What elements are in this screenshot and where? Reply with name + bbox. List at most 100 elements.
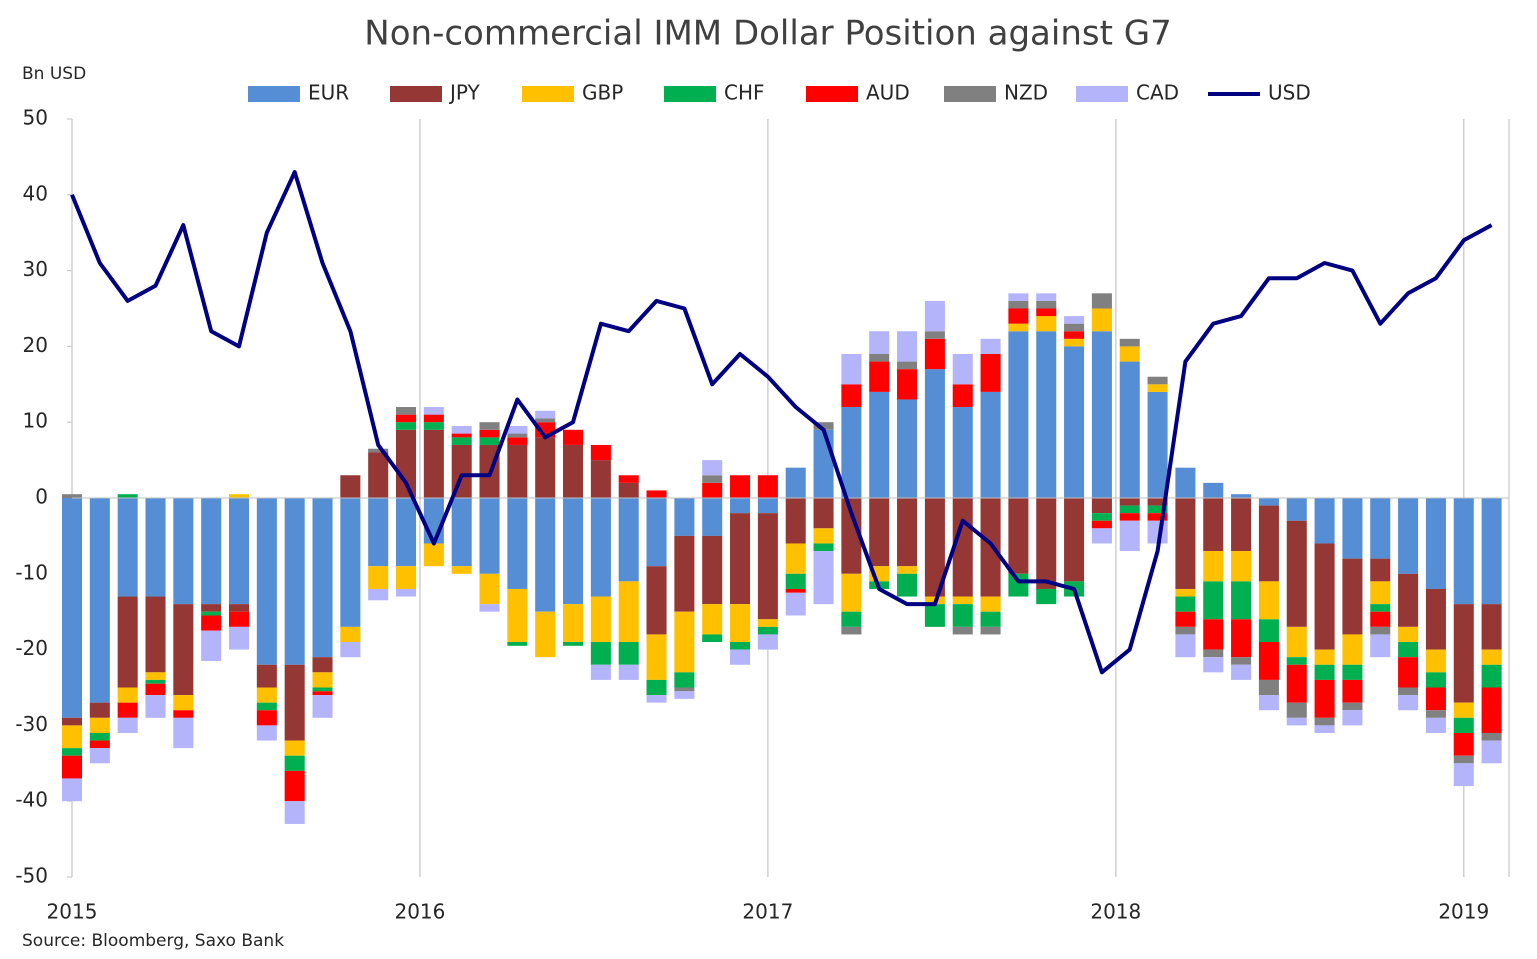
bar bbox=[479, 437, 500, 445]
bar bbox=[618, 664, 639, 680]
bar bbox=[173, 710, 194, 718]
bar bbox=[1258, 581, 1279, 620]
bar bbox=[1147, 505, 1168, 514]
bar bbox=[730, 642, 751, 650]
legend-label: EUR bbox=[308, 81, 349, 105]
legend-swatch bbox=[1076, 86, 1128, 102]
bar bbox=[1119, 338, 1140, 347]
legend-swatch bbox=[522, 86, 574, 102]
legend-label: CAD bbox=[1136, 81, 1179, 105]
bar bbox=[423, 422, 444, 430]
bar bbox=[618, 482, 639, 498]
bar bbox=[396, 588, 417, 597]
bar bbox=[1036, 331, 1057, 498]
bar bbox=[312, 691, 333, 696]
chart-title: Non-commercial IMM Dollar Position again… bbox=[364, 14, 1171, 54]
bar bbox=[563, 444, 584, 498]
bar bbox=[590, 460, 611, 498]
legend-label: GBP bbox=[582, 81, 623, 105]
bar bbox=[1091, 520, 1112, 529]
bar bbox=[1091, 498, 1112, 514]
bar bbox=[1286, 657, 1307, 665]
bar bbox=[785, 592, 806, 616]
bar bbox=[423, 498, 444, 544]
bar bbox=[869, 498, 890, 567]
bar bbox=[590, 498, 611, 597]
bar bbox=[1370, 634, 1391, 658]
bar bbox=[145, 672, 166, 680]
bar bbox=[61, 725, 83, 749]
bar bbox=[646, 490, 667, 498]
bar bbox=[61, 494, 83, 498]
bar bbox=[785, 573, 806, 589]
bar bbox=[924, 498, 945, 597]
bar bbox=[507, 425, 528, 434]
bar bbox=[813, 551, 834, 605]
bar bbox=[1175, 588, 1196, 597]
bar bbox=[145, 679, 166, 684]
bar bbox=[117, 687, 138, 703]
bar bbox=[396, 498, 417, 567]
y-tick-label: 30 bbox=[23, 257, 48, 281]
legend-label: CHF bbox=[724, 81, 765, 105]
y-tick-label: -10 bbox=[15, 560, 48, 584]
bar bbox=[702, 475, 723, 483]
bar bbox=[1147, 384, 1168, 392]
bar bbox=[1147, 391, 1168, 498]
bar bbox=[702, 634, 723, 643]
bar bbox=[1175, 634, 1196, 658]
bar bbox=[841, 407, 862, 498]
bar bbox=[1258, 642, 1279, 680]
bar bbox=[590, 596, 611, 643]
bar bbox=[897, 331, 918, 362]
bar bbox=[1008, 323, 1029, 332]
bar bbox=[507, 444, 528, 498]
bar bbox=[396, 407, 417, 415]
bar bbox=[1398, 573, 1419, 627]
bar bbox=[312, 498, 333, 658]
bar bbox=[924, 300, 945, 332]
bar bbox=[1203, 649, 1224, 658]
bar bbox=[479, 573, 500, 605]
bar bbox=[1091, 293, 1112, 309]
bar bbox=[423, 407, 444, 415]
bar bbox=[646, 498, 667, 567]
bar bbox=[1064, 316, 1085, 324]
bar bbox=[117, 702, 138, 718]
bar bbox=[423, 429, 444, 498]
legend-swatch bbox=[944, 86, 996, 102]
bar bbox=[952, 626, 973, 635]
bar bbox=[535, 418, 556, 423]
bar bbox=[1481, 732, 1502, 741]
bar bbox=[1231, 664, 1252, 680]
bar bbox=[1314, 679, 1335, 718]
bar bbox=[590, 664, 611, 680]
bar bbox=[312, 657, 333, 673]
bar bbox=[117, 717, 138, 733]
bar bbox=[1370, 498, 1391, 559]
x-tick-label: 2017 bbox=[742, 900, 793, 924]
bar bbox=[1453, 702, 1474, 718]
bar bbox=[1119, 346, 1140, 362]
bar bbox=[507, 437, 528, 445]
bar bbox=[1203, 619, 1224, 650]
bar bbox=[201, 498, 222, 605]
bar bbox=[1286, 626, 1307, 658]
bar bbox=[1370, 604, 1391, 612]
bar bbox=[228, 626, 250, 650]
bar bbox=[1203, 498, 1224, 552]
bar bbox=[1231, 494, 1252, 498]
bar bbox=[1453, 763, 1474, 787]
bar bbox=[117, 596, 138, 688]
y-tick-label: -40 bbox=[15, 788, 48, 812]
bar bbox=[479, 498, 500, 574]
bar bbox=[284, 755, 305, 771]
bar bbox=[368, 452, 389, 498]
bar bbox=[785, 498, 806, 544]
bar bbox=[674, 672, 695, 688]
bar bbox=[1091, 513, 1112, 521]
bar bbox=[89, 717, 110, 733]
bar bbox=[618, 642, 639, 665]
bar bbox=[117, 494, 138, 498]
